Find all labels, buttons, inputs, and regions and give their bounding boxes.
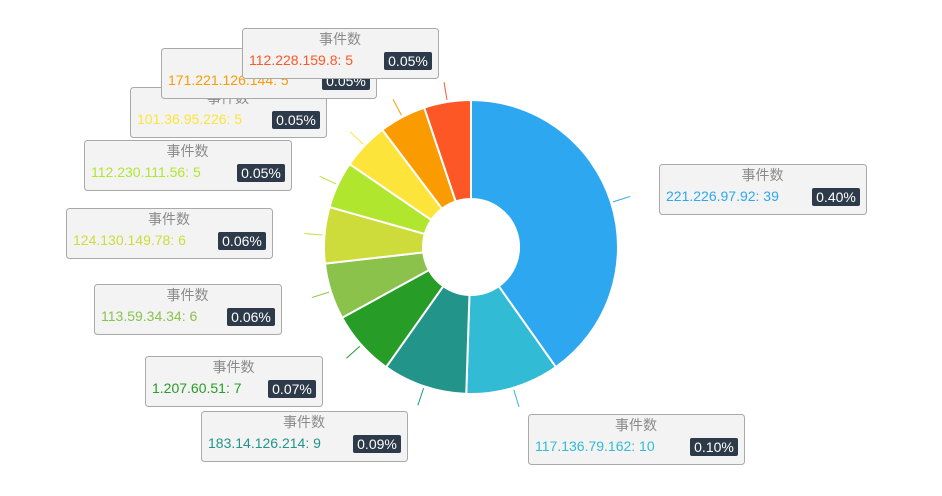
- leader-line: [319, 175, 337, 185]
- slice-label: 事件数 1.207.60.51: 7 0.07%: [145, 356, 323, 407]
- label-value: 112.230.111.56: 5: [91, 164, 201, 180]
- slice-label: 事件数 112.230.111.56: 5 0.05%: [84, 140, 292, 191]
- leader-line: [417, 388, 425, 406]
- leader-line: [346, 345, 361, 359]
- percent-text: 0.06%: [231, 309, 271, 325]
- label-value: 113.59.34.34: 6: [101, 308, 197, 324]
- leader-line: [349, 131, 364, 145]
- slice-labels: 事件数 221.226.97.92: 39 0.40% 事件数 117.136.79.1…: [66, 28, 867, 465]
- percent-text: 0.07%: [272, 381, 312, 397]
- leader-line: [392, 99, 402, 116]
- slice-label: 事件数 112.228.159.8: 5 0.05%: [242, 28, 439, 79]
- percent-text: 0.09%: [357, 436, 397, 452]
- label-value: 124.130.149.78: 6: [73, 232, 186, 248]
- label-value: 221.226.97.92: 39: [666, 188, 779, 204]
- leader-line: [311, 291, 330, 299]
- slices: [323, 99, 620, 395]
- leader-line: [612, 195, 631, 203]
- label-title: 事件数: [742, 167, 784, 183]
- leader-line: [304, 232, 323, 236]
- percent-badge: [218, 232, 266, 250]
- percent-badge: [268, 380, 316, 398]
- pie-slice-112-228-159-8[interactable]: [423, 99, 472, 203]
- label-title: 事件数: [148, 211, 190, 227]
- label-title: 事件数: [283, 414, 325, 430]
- slice-label: 事件数 183.14.126.214: 9 0.09%: [201, 411, 408, 462]
- label-title: 事件数: [615, 417, 657, 433]
- leader-line: [443, 82, 448, 101]
- pie-slice-221-226-97-92[interactable]: [470, 99, 620, 369]
- label-title: 事件数: [167, 287, 209, 303]
- percent-badge: [227, 308, 275, 326]
- slice-label: 事件数 113.59.34.34: 6 0.06%: [94, 284, 282, 335]
- label-title: 事件数: [213, 359, 255, 375]
- percent-badge: [384, 52, 432, 70]
- percent-badge: [690, 438, 738, 456]
- percent-text: 0.05%: [388, 53, 428, 69]
- label-value: 1.207.60.51: 7: [152, 380, 242, 396]
- slice-label: 事件数 117.136.79.162: 10 0.10%: [528, 414, 745, 465]
- label-value: 101.36.95.226: 5: [137, 111, 242, 127]
- slice-label: 事件数 221.226.97.92: 39 0.40%: [659, 164, 867, 215]
- leader-line: [513, 389, 520, 408]
- slice-label: 事件数 124.130.149.78: 6 0.06%: [66, 208, 273, 259]
- label-value: 117.136.79.162: 10: [535, 438, 655, 454]
- percent-text: 0.05%: [276, 112, 316, 128]
- label-title: 事件数: [167, 143, 209, 159]
- percent-badge: [812, 188, 860, 206]
- percent-badge: [272, 111, 320, 129]
- percent-text: 0.05%: [241, 165, 281, 181]
- label-value: 183.14.126.214: 9: [208, 435, 321, 451]
- percent-badge: [353, 435, 401, 453]
- percent-badge: [237, 164, 285, 182]
- label-value: 112.228.159.8: 5: [249, 52, 353, 68]
- label-title: 事件数: [319, 31, 361, 47]
- slice-label: 事件数101.36.95.226: 50.05%: [130, 87, 327, 138]
- percent-text: 0.10%: [694, 439, 734, 455]
- percent-text: 0.06%: [222, 233, 262, 249]
- percent-text: 0.40%: [816, 189, 856, 205]
